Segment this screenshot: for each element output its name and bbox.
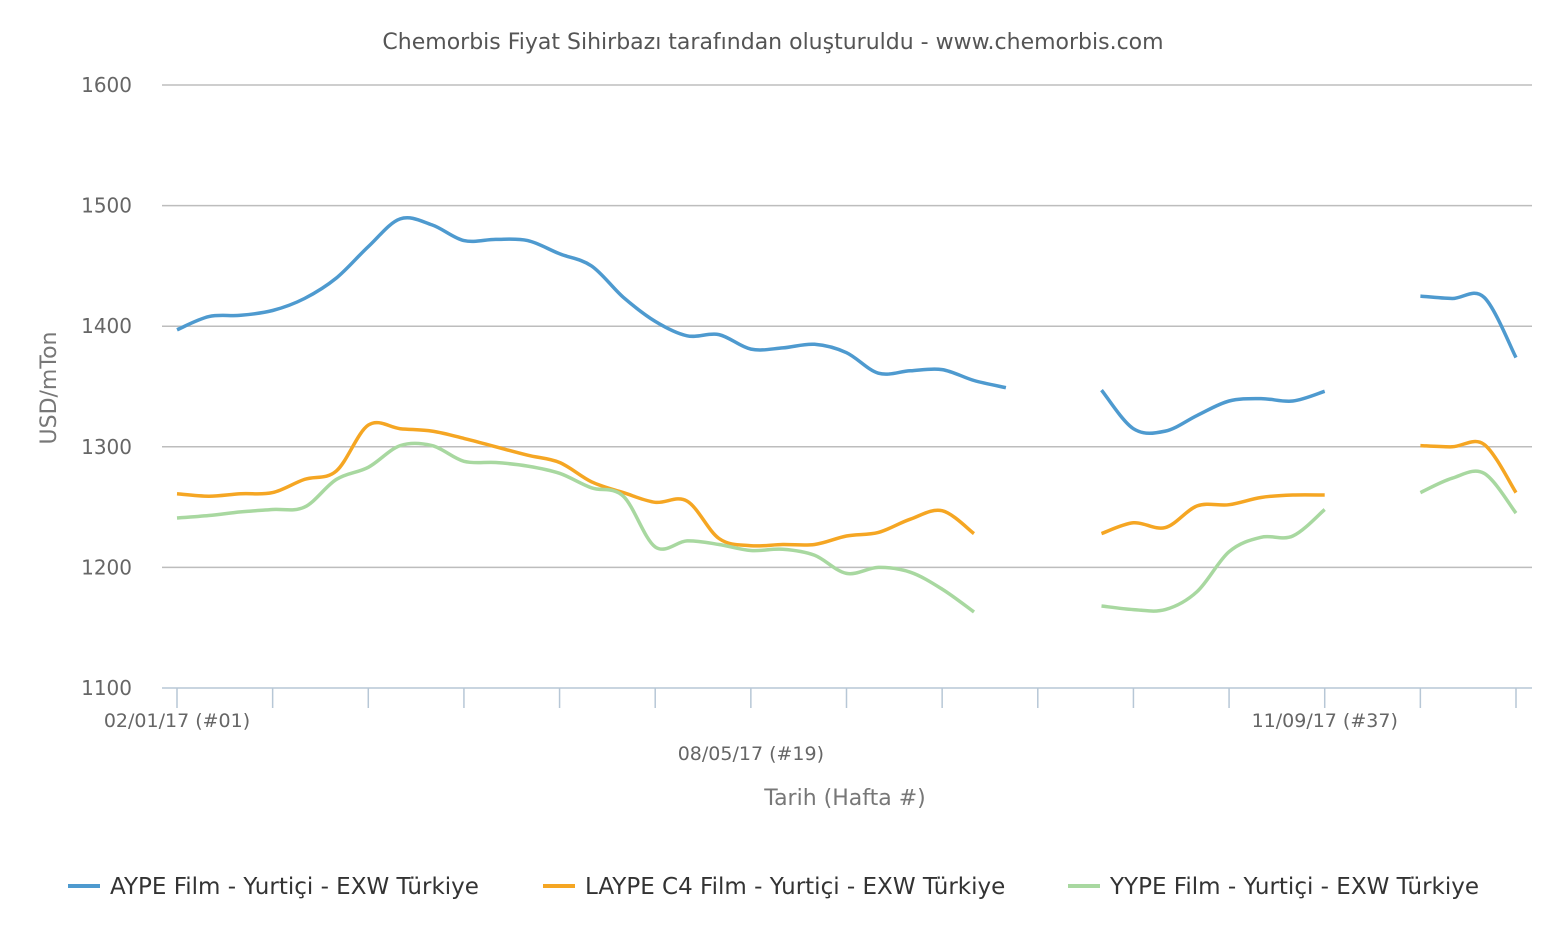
- series-line-segment: [1100, 388, 1326, 436]
- x-tick-label: 02/01/17 (#01): [104, 710, 250, 732]
- series-line-segment: [1420, 439, 1518, 494]
- x-axis-ticks: 02/01/17 (#01) 08/05/17 (#19) 11/09/17 (#3…: [104, 688, 1517, 765]
- legend-item[interactable]: YYPE Film - Yurtiçi - EXW Türkiye: [1068, 874, 1479, 900]
- y-tick-label: 1600: [81, 73, 132, 97]
- gridlines: [162, 84, 1532, 569]
- y-tick-label: 1300: [81, 435, 132, 459]
- series-line-segment: [1100, 493, 1325, 536]
- series-line-segment: [176, 441, 976, 614]
- x-tick-label: 11/09/17 (#37): [1252, 710, 1398, 732]
- legend: AYPE Film - Yurtiçi - EXW Türkiye LAYPE C…: [68, 874, 1479, 900]
- legend-label: YYPE Film - Yurtiçi - EXW Türkiye: [1109, 874, 1479, 900]
- legend-label: AYPE Film - Yurtiçi - EXW Türkiye: [110, 874, 479, 900]
- series-line-segment: [1101, 508, 1326, 613]
- series-2: [176, 420, 1518, 548]
- legend-item[interactable]: LAYPE C4 Film - Yurtiçi - EXW Türkiye: [543, 874, 1005, 900]
- chart-title: Chemorbis Fiyat Sihirbazı tarafından olu…: [382, 30, 1163, 55]
- y-tick-label: 1500: [81, 194, 132, 218]
- series-lines: [176, 216, 1518, 614]
- y-axis-ticks: 1100 1200 1300 1400 1500 1600: [81, 73, 132, 700]
- y-tick-label: 1400: [81, 314, 132, 338]
- x-axis-label: Tarih (Hafta #): [763, 786, 925, 811]
- y-axis-label: USD/mTon: [37, 332, 62, 445]
- series-line-segment: [176, 216, 1007, 390]
- series-line-segment: [1420, 291, 1518, 359]
- x-tick-label: 08/05/17 (#19): [678, 743, 824, 765]
- series-1: [176, 216, 1518, 436]
- series-line-segment: [176, 420, 976, 548]
- y-tick-label: 1100: [81, 676, 132, 700]
- legend-label: LAYPE C4 Film - Yurtiçi - EXW Türkiye: [585, 874, 1005, 900]
- y-tick-label: 1200: [81, 555, 132, 579]
- series-line-segment: [1419, 469, 1518, 515]
- legend-item[interactable]: AYPE Film - Yurtiçi - EXW Türkiye: [68, 874, 479, 900]
- series-3: [176, 441, 1518, 614]
